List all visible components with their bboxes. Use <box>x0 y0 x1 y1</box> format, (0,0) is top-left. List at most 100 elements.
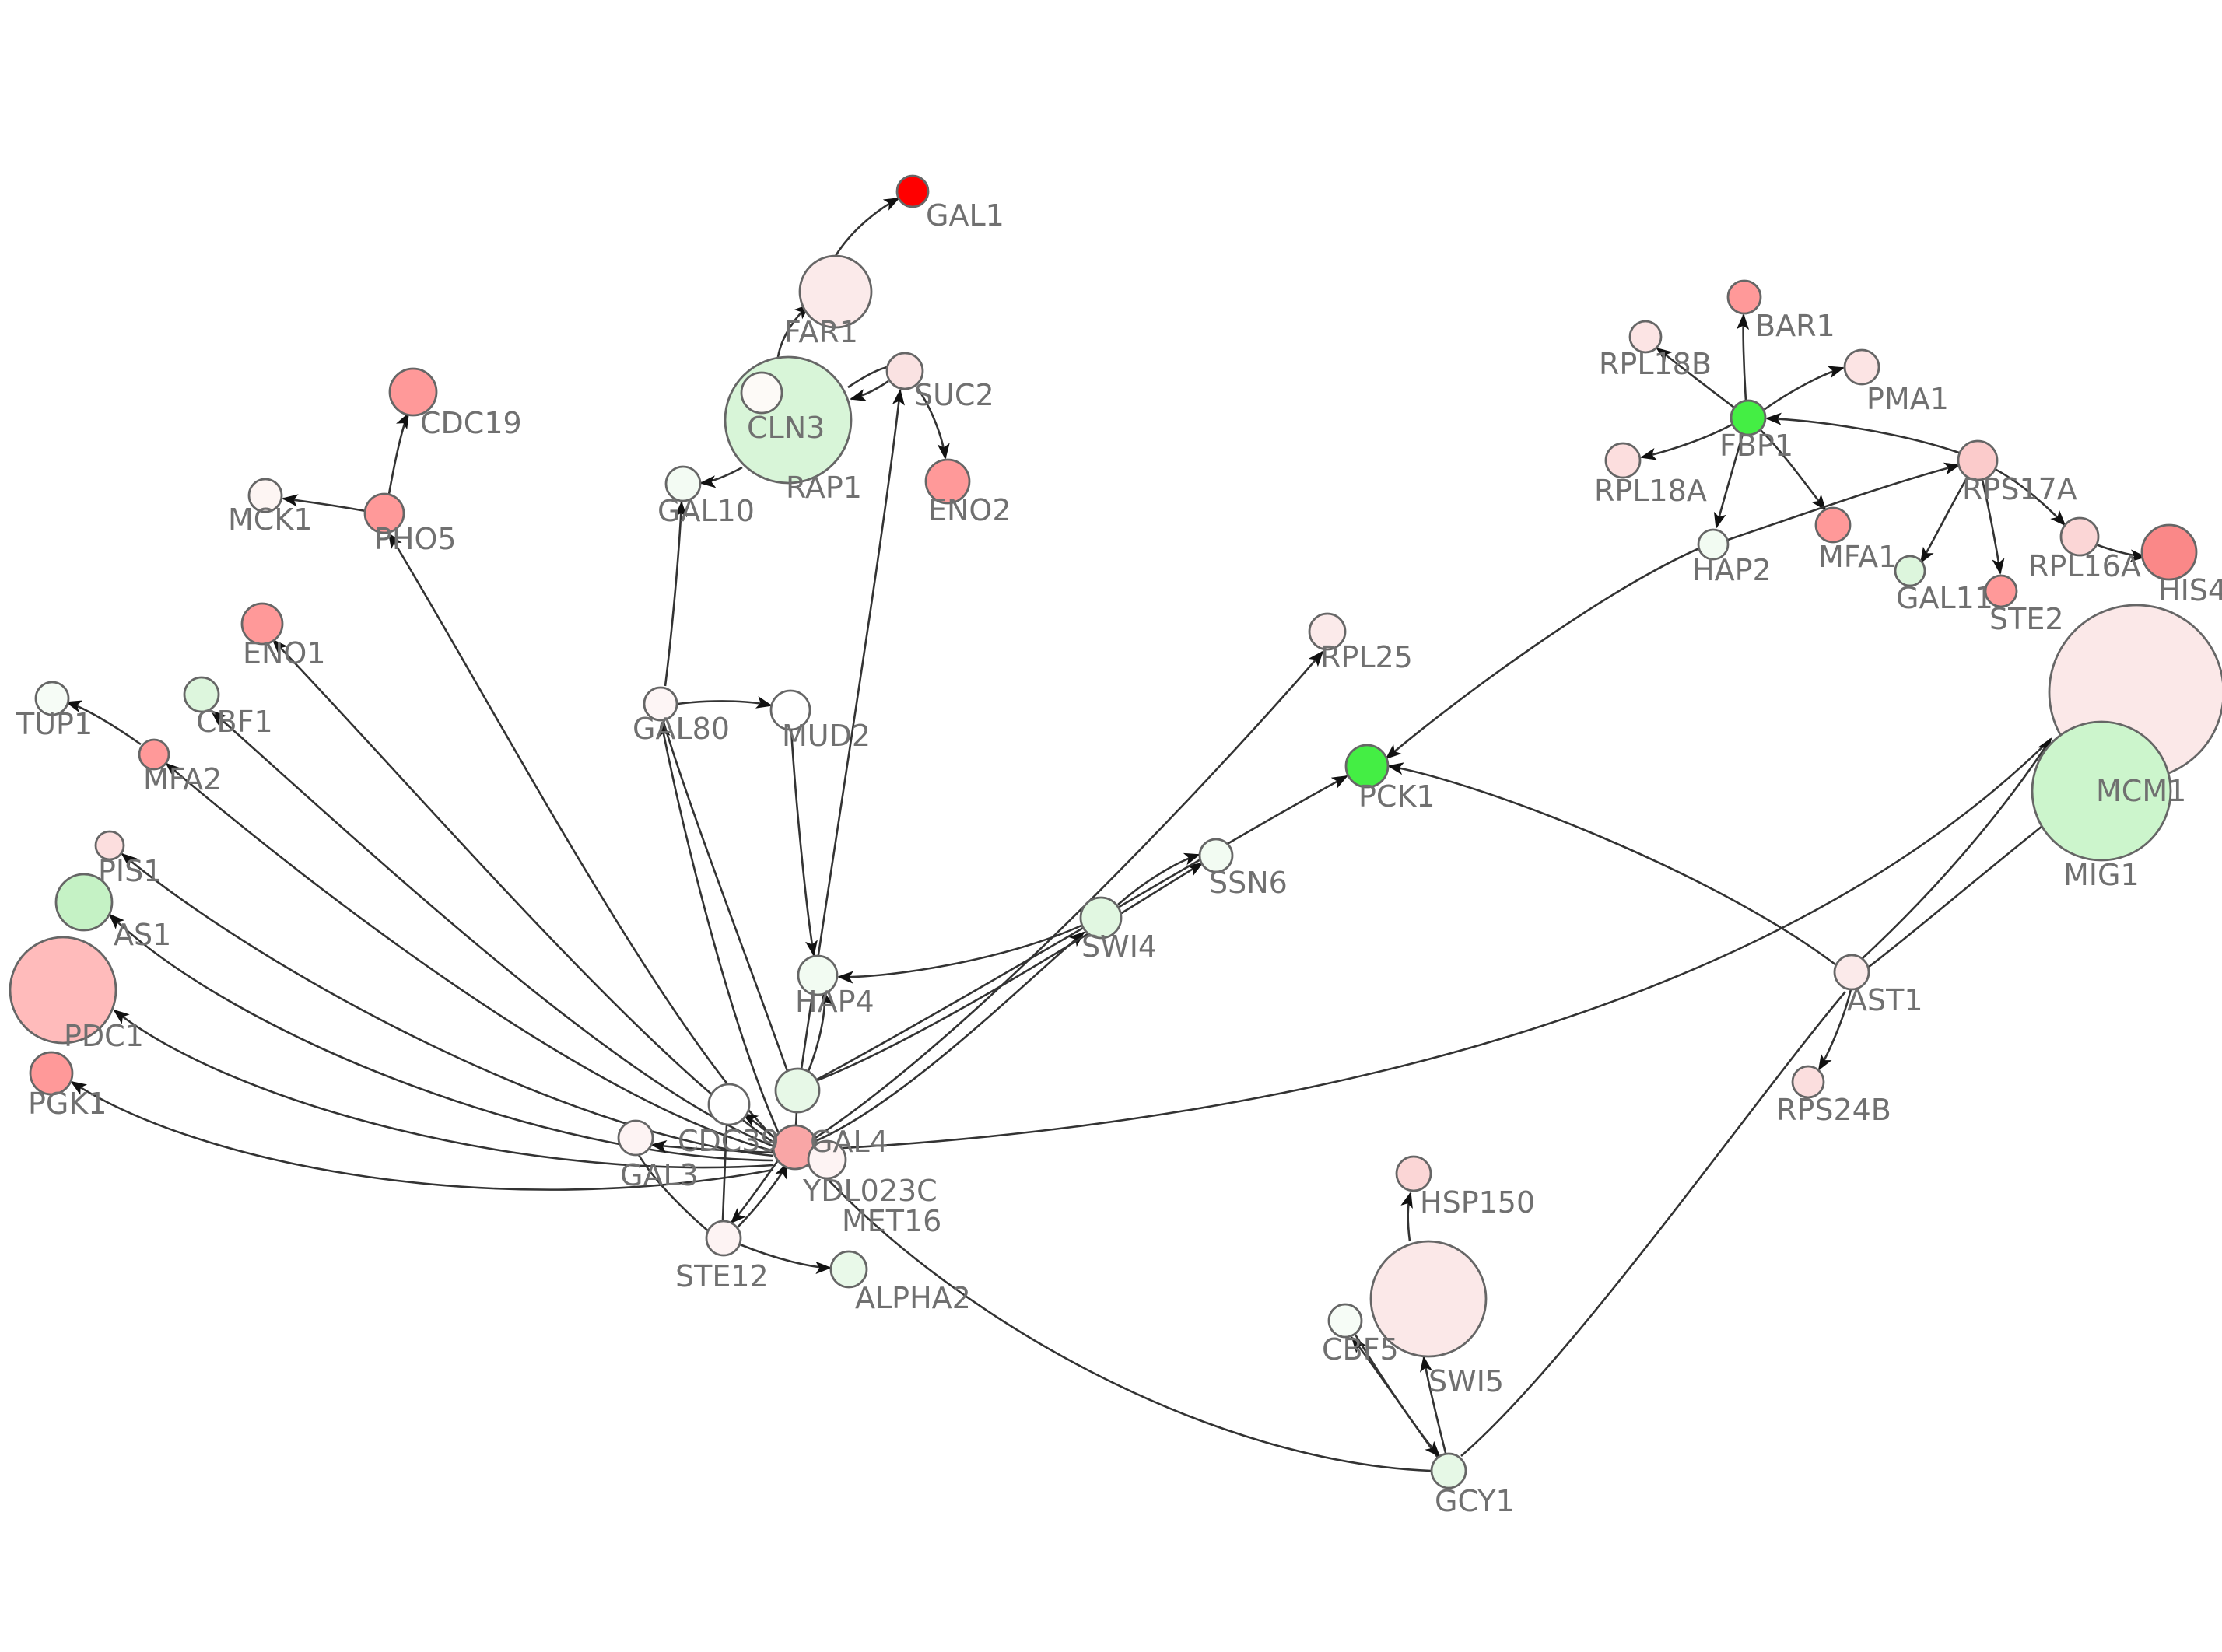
gene-node-hap4[interactable] <box>797 954 839 996</box>
edge-gcy1-to-ast1 <box>1460 991 1846 1457</box>
edge-cbf5-to-gcy1 <box>1354 1334 1441 1458</box>
edge-pho5-to-mck1 <box>281 494 366 513</box>
gene-node-pho5[interactable] <box>363 492 405 534</box>
gene-node-hsp150[interactable] <box>1395 1155 1432 1192</box>
gene-node-far1[interactable] <box>798 254 873 329</box>
edge-mig1-to-ast1 <box>1868 815 2055 968</box>
gene-node-rpl25[interactable] <box>1308 612 1347 651</box>
gene-node-gal80[interactable] <box>643 686 678 722</box>
gene-node-pgk1[interactable] <box>29 1051 74 1096</box>
gene-node-alpha2[interactable] <box>829 1250 868 1289</box>
edge-ast1-to-mcm1 <box>1862 737 2052 959</box>
edge-fbp1-to-hap2 <box>1713 433 1744 530</box>
gene-node-gal4_up[interactable] <box>774 1067 821 1114</box>
gene-node-rps24b[interactable] <box>1791 1065 1825 1099</box>
gene-node-his4[interactable] <box>2140 523 2198 581</box>
edge-gal80-to-gal10 <box>664 500 688 687</box>
gene-label-gcy1: GCY1 <box>1435 1484 1515 1518</box>
edge-rps17a-to-gal11 <box>1919 476 1969 564</box>
edge-gal4-to-mfa2 <box>165 762 775 1153</box>
gene-node-pma1[interactable] <box>1843 348 1880 386</box>
gene-label-pma1: PMA1 <box>1866 382 1949 416</box>
edge-cln3-to-gal10 <box>699 466 743 488</box>
gene-node-mud2[interactable] <box>769 689 811 731</box>
edge-hap2-to-pck1 <box>1385 547 1700 760</box>
gene-node-swi4[interactable] <box>1079 896 1123 940</box>
gene-node-cln3[interactable] <box>724 355 853 485</box>
gene-node-as1[interactable] <box>54 873 114 932</box>
edge-fbp1-to-mfa1 <box>1760 429 1827 511</box>
gene-node-cbf5[interactable] <box>1327 1303 1363 1339</box>
edge-gal4_up-to-pck1 <box>816 775 1348 1081</box>
edge-fbp1-to-rpl18a <box>1639 423 1733 460</box>
gene-node-gal10[interactable] <box>664 465 702 502</box>
gene-label-suc2: SUC2 <box>914 378 994 412</box>
gene-node-cbf1[interactable] <box>183 676 220 713</box>
edge-gal4-to-mcm1 <box>815 738 2052 1151</box>
edge-gal80-to-mud2 <box>677 696 773 709</box>
gene-node-rps17a[interactable] <box>1957 439 1999 481</box>
gene-node-gal11[interactable] <box>1894 555 1926 587</box>
edge-gal4-to-rpl25 <box>815 650 1324 1139</box>
gene-node-mig1[interactable] <box>2031 720 2172 862</box>
gene-node-gcy1[interactable] <box>1430 1452 1467 1489</box>
gene-label-as1: AS1 <box>114 918 171 952</box>
edge-swi4-to-hap4 <box>836 924 1082 984</box>
gene-label-rps24b: RPS24B <box>1776 1093 1891 1127</box>
edge-gal4-to-pho5 <box>387 532 776 1140</box>
gene-node-mck1[interactable] <box>247 478 283 513</box>
gene-node-tup1[interactable] <box>34 681 70 716</box>
gene-node-rap1[interactable] <box>740 371 783 415</box>
edge-swi4-to-ssn6 <box>1117 852 1200 905</box>
gene-node-rpl16a[interactable] <box>2059 516 2100 557</box>
edge-ste12-to-gal4 <box>737 1162 789 1228</box>
edge-pho5-to-cdc19 <box>387 412 410 495</box>
edge-suc2-to-cln3 <box>849 380 889 401</box>
gene-node-pis1[interactable] <box>94 830 125 861</box>
edge-gal4_up-to-ssn6 <box>815 862 1204 1083</box>
gene-label-ste12: STE12 <box>675 1259 769 1293</box>
gene-label-bar1: BAR1 <box>1755 309 1835 343</box>
edge-gal4-to-pis1 <box>121 852 774 1157</box>
gene-node-rpl18a[interactable] <box>1604 442 1642 479</box>
gene-node-ste12[interactable] <box>705 1220 742 1257</box>
gene-node-eno2[interactable] <box>924 458 971 505</box>
edge-rps17a-to-ste2 <box>1981 479 2005 576</box>
edge-fbp1-to-bar1 <box>1737 313 1750 401</box>
edge-rpl16a-to-his4 <box>2095 543 2147 562</box>
gene-node-ydl023c[interactable] <box>807 1139 847 1180</box>
edge-gal4_up-to-hap4 <box>806 989 833 1074</box>
gene-node-pck1[interactable] <box>1344 744 1390 789</box>
gene-node-ssn6[interactable] <box>1198 838 1234 873</box>
gene-node-ast1[interactable] <box>1833 954 1870 991</box>
gene-node-bar1[interactable] <box>1726 279 1762 315</box>
edge-gal4-to-pdc1 <box>113 1009 774 1169</box>
edge-gal3-to-ste12 <box>637 1154 710 1234</box>
gene-node-mfa2[interactable] <box>138 738 170 771</box>
edge-fbp1-to-pma1 <box>1763 366 1845 411</box>
edge-rps17a-to-rpl16a <box>1994 467 2066 527</box>
gene-node-pdc1[interactable] <box>9 936 117 1045</box>
gene-node-ste2[interactable] <box>1984 574 2018 608</box>
gene-node-cdc19[interactable] <box>388 367 438 417</box>
gene-label-swi5: SWI5 <box>1428 1364 1504 1398</box>
edge-ast1-to-pck1 <box>1386 762 1836 966</box>
gene-node-swi5[interactable] <box>1369 1240 1488 1358</box>
gene-node-rpl18b[interactable] <box>1628 320 1663 354</box>
gene-node-hap2[interactable] <box>1697 528 1730 561</box>
gene-node-mfa1[interactable] <box>1814 506 1852 544</box>
edge-rps17a-to-fbp1 <box>1765 412 1960 454</box>
edge-gal4-to-gcy1 <box>813 1164 1432 1472</box>
gene-node-gal3[interactable] <box>617 1119 654 1157</box>
gene-node-gal1[interactable] <box>895 174 930 208</box>
edge-hap2-to-rps17a <box>1727 462 1961 541</box>
gene-node-fbp1[interactable] <box>1730 399 1767 436</box>
gene-node-eno1[interactable] <box>240 602 284 646</box>
edge-cln3-to-far1 <box>776 303 811 358</box>
edge-ast1-to-rps24b <box>1817 989 1852 1071</box>
gene-node-cdc39[interactable] <box>707 1083 751 1126</box>
edge-gal4-to-as1 <box>108 913 774 1162</box>
edge-gal4-to-gal3 <box>650 1139 775 1154</box>
gene-node-suc2[interactable] <box>885 352 924 390</box>
